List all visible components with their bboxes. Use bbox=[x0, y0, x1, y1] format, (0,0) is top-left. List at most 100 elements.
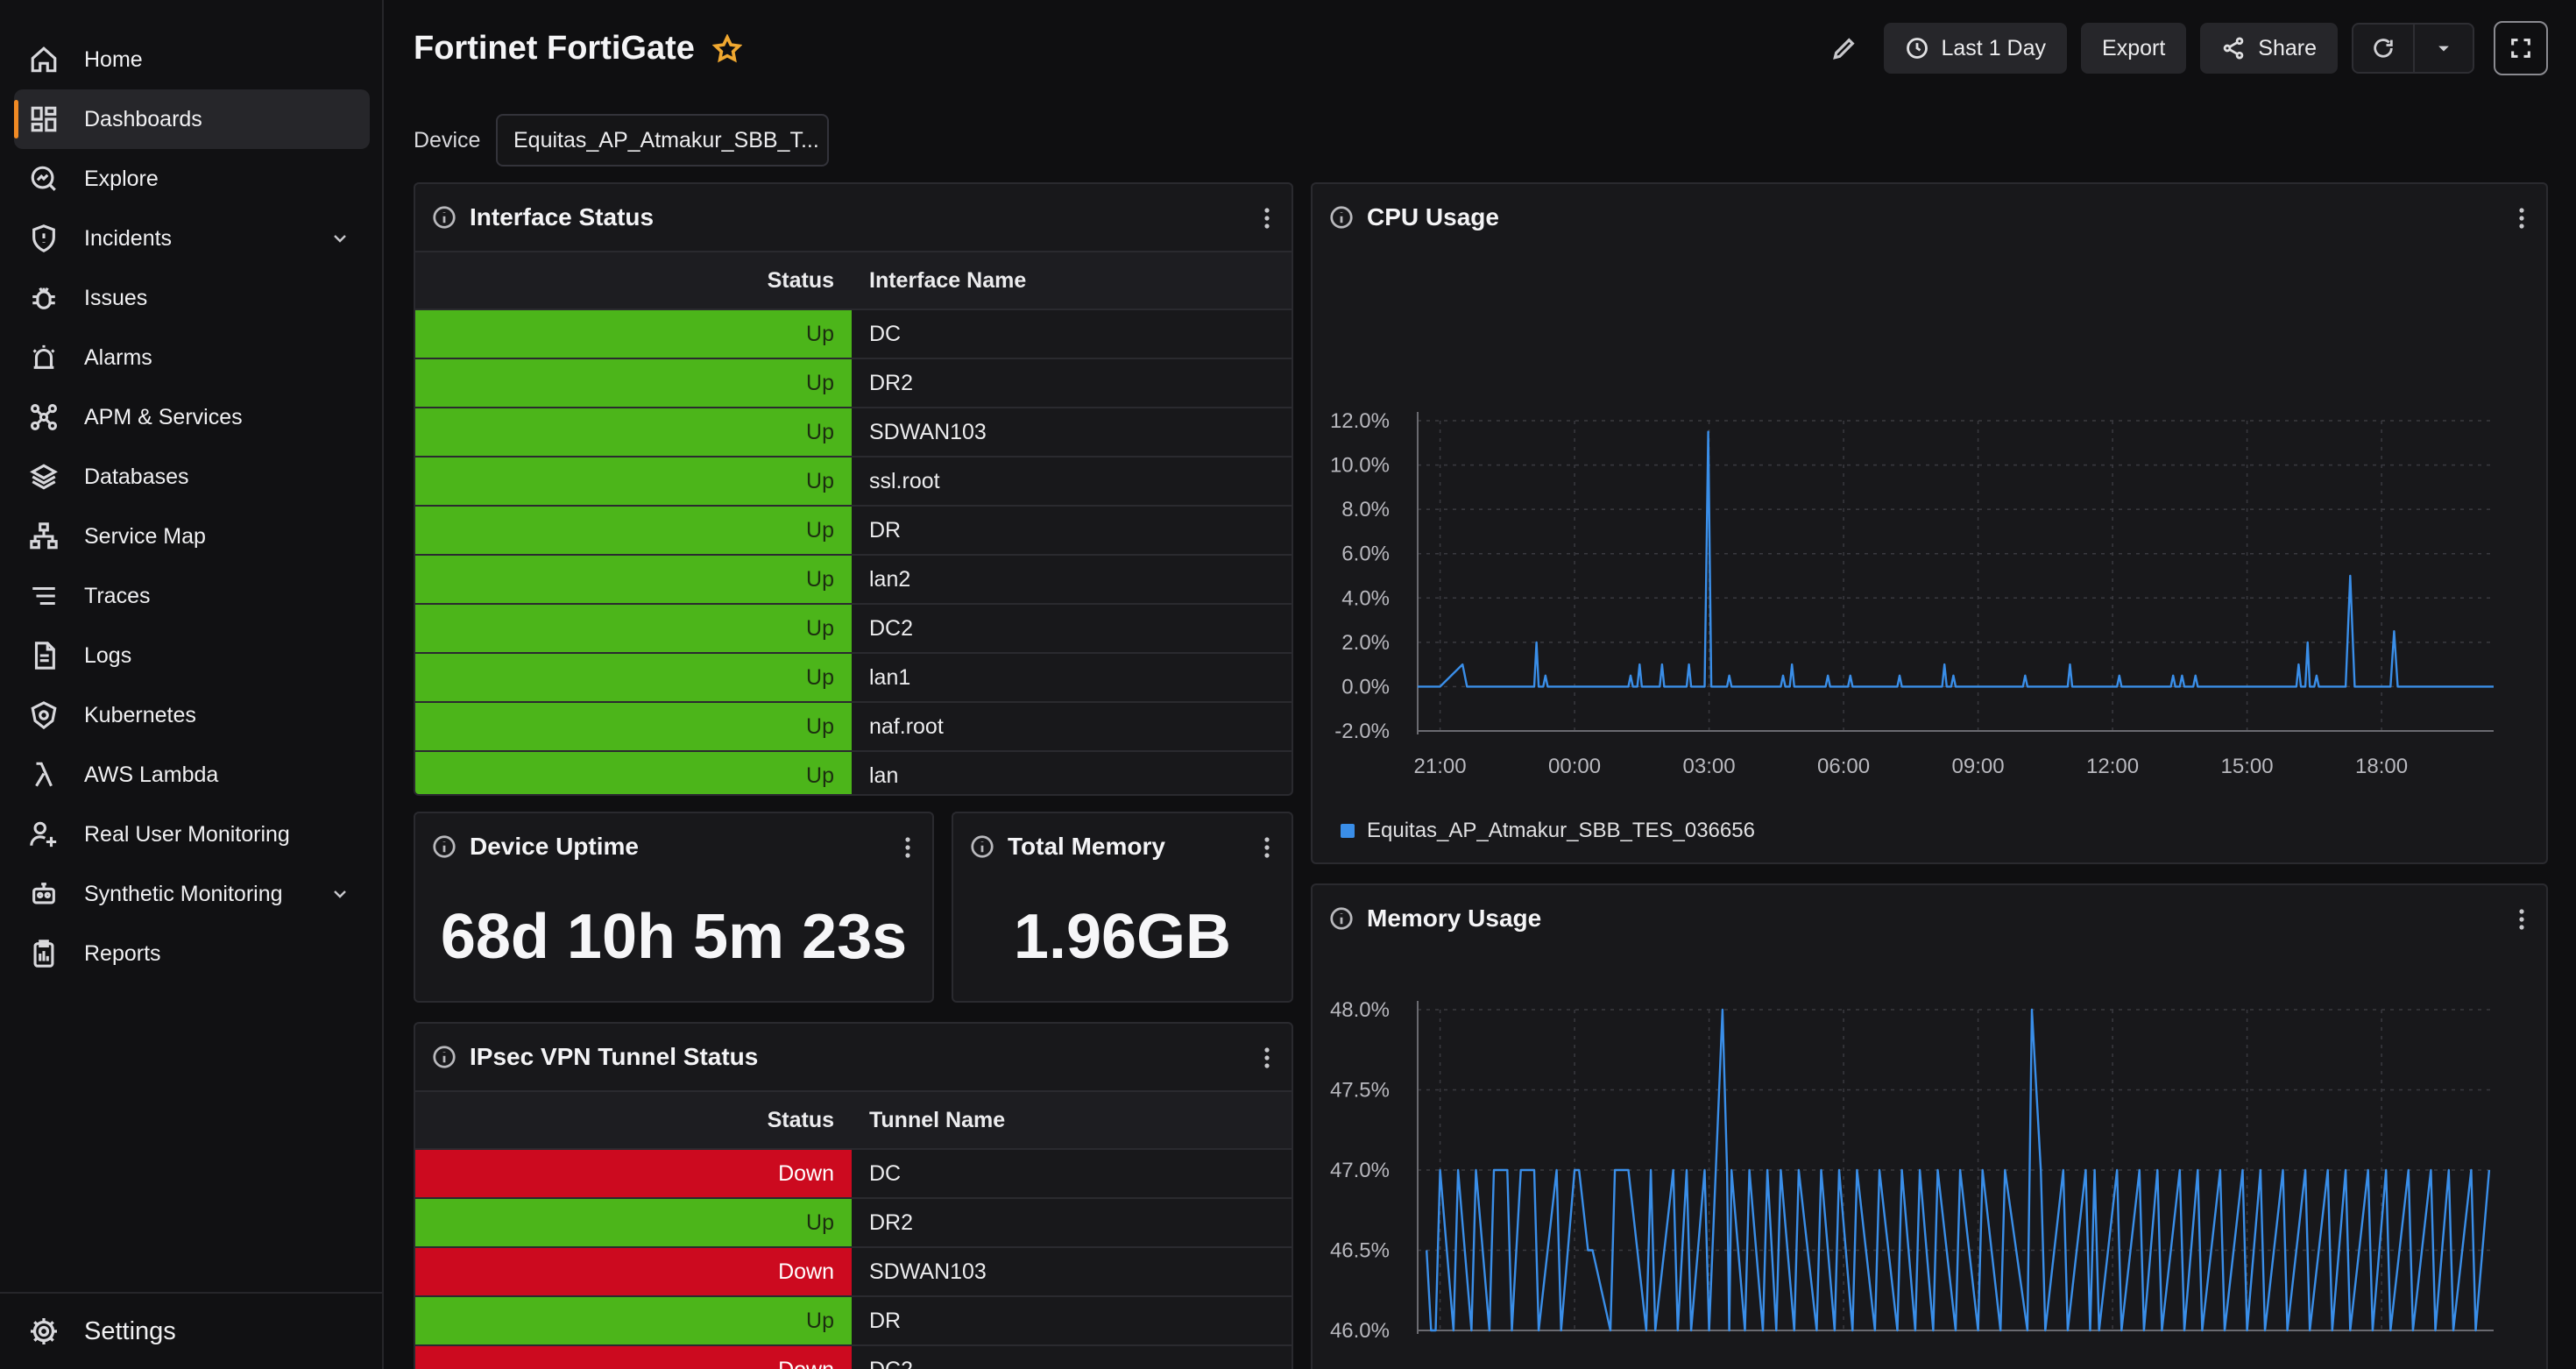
series-line[interactable] bbox=[1418, 430, 2494, 688]
share-button[interactable]: Share bbox=[2200, 23, 2338, 74]
table-row[interactable]: Up SDWAN103 bbox=[415, 407, 1292, 457]
sidebar-item-service-map[interactable]: Service Map bbox=[14, 507, 370, 566]
robot-icon bbox=[28, 878, 60, 910]
device-select[interactable]: Equitas_AP_Atmakur_SBB_T... bbox=[496, 114, 829, 167]
table-row[interactable]: Up lan2 bbox=[415, 554, 1292, 604]
info-icon[interactable] bbox=[1328, 204, 1355, 231]
sidebar-item-dashboards[interactable]: Dashboards bbox=[14, 89, 370, 149]
x-tick-label: 18:00 bbox=[2355, 755, 2408, 778]
kebab-menu-icon[interactable] bbox=[2513, 906, 2530, 933]
table-row[interactable]: Up naf.root bbox=[415, 701, 1292, 751]
kebab-menu-icon[interactable] bbox=[1258, 834, 1276, 861]
sidebar-item-databases[interactable]: Databases bbox=[14, 447, 370, 507]
sidebar-item-home[interactable]: Home bbox=[14, 30, 370, 89]
service-map-icon bbox=[28, 521, 60, 552]
name-cell: DR bbox=[852, 1295, 1292, 1345]
panel-title: IPsec VPN Tunnel Status bbox=[470, 1043, 759, 1070]
table-row[interactable]: Up DC2 bbox=[415, 603, 1292, 653]
kebab-menu-icon[interactable] bbox=[899, 834, 916, 861]
column-header-tunnel-name[interactable]: Tunnel Name bbox=[852, 1090, 1292, 1149]
sidebar-item-traces[interactable]: Traces bbox=[14, 566, 370, 626]
table-row[interactable]: DownDC2 bbox=[415, 1344, 1292, 1369]
table-row[interactable]: Up DR2 bbox=[415, 1197, 1292, 1247]
kubernetes-icon bbox=[28, 699, 60, 731]
sidebar-item-apm-services[interactable]: APM & Services bbox=[14, 387, 370, 447]
column-header-status[interactable]: Status bbox=[415, 251, 852, 309]
table-row[interactable]: Up DR2 bbox=[415, 358, 1292, 408]
sidebar: Home Dashboards Explore Incidents Issues Alar… bbox=[0, 0, 384, 1369]
sidebar-item-label: Kubernetes bbox=[84, 702, 196, 727]
cpu-usage-chart[interactable]: -2.0% 0.0% 2.0% 4.0% 6.0% 8.0% 10.0% 12.0% 21:00… bbox=[1313, 251, 2548, 812]
chevron-down-icon[interactable] bbox=[329, 228, 350, 249]
table-row[interactable]: Up DR bbox=[415, 505, 1292, 555]
table-row[interactable]: Up ssl.root bbox=[415, 456, 1292, 506]
page-title: Fortinet FortiGate bbox=[414, 30, 743, 67]
edit-button[interactable] bbox=[1819, 23, 1870, 74]
column-header-interface-name[interactable]: Interface Name bbox=[852, 251, 1292, 309]
name-cell: lan2 bbox=[852, 554, 1292, 604]
status-cell: Down bbox=[415, 1246, 852, 1296]
sidebar-item-reports[interactable]: Reports bbox=[14, 924, 370, 983]
panel-header: Memory Usage bbox=[1313, 885, 2546, 952]
cpu-legend[interactable]: Equitas_AP_Atmakur_SBB_TES_036656 bbox=[1341, 819, 1755, 843]
sidebar-item-aws-lambda[interactable]: AWS Lambda bbox=[14, 745, 370, 805]
sidebar-item-synthetic-monitoring[interactable]: Synthetic Monitoring bbox=[14, 864, 370, 924]
explore-icon bbox=[28, 163, 60, 195]
info-icon[interactable] bbox=[1328, 905, 1355, 932]
time-range-label: Last 1 Day bbox=[1941, 35, 2047, 60]
name-cell: DC bbox=[852, 309, 1292, 358]
shield-icon bbox=[28, 223, 60, 254]
sidebar-item-label: Explore bbox=[84, 166, 159, 191]
info-icon[interactable] bbox=[431, 204, 457, 231]
status-cell: Down bbox=[415, 1148, 852, 1198]
status-cell: Up bbox=[415, 554, 852, 604]
table-row[interactable]: Up lan1 bbox=[415, 652, 1292, 702]
sidebar-item-issues[interactable]: Issues bbox=[14, 268, 370, 328]
sidebar-item-explore[interactable]: Explore bbox=[14, 149, 370, 209]
table-row[interactable]: Down SDWAN103 bbox=[415, 1246, 1292, 1296]
total-memory-panel: Total Memory 1.96GB bbox=[952, 812, 1293, 1003]
logs-icon bbox=[28, 640, 60, 671]
info-icon[interactable] bbox=[431, 833, 457, 860]
legend-label: Equitas_AP_Atmakur_SBB_TES_036656 bbox=[1367, 819, 1755, 842]
kebab-menu-icon[interactable] bbox=[2513, 205, 2530, 231]
memory-usage-chart[interactable]: 46.0% 46.5% 47.0% 47.5% 48.0% bbox=[1313, 952, 2548, 1369]
kebab-menu-icon[interactable] bbox=[1258, 205, 1276, 231]
sidebar-item-label: Issues bbox=[84, 285, 148, 310]
clock-icon bbox=[1906, 38, 1928, 59]
y-tick-label: 8.0% bbox=[1341, 498, 1390, 521]
sidebar-item-label: AWS Lambda bbox=[84, 762, 219, 787]
traces-icon bbox=[28, 580, 60, 612]
refresh-dropdown-button[interactable] bbox=[2413, 25, 2473, 72]
time-range-button[interactable]: Last 1 Day bbox=[1883, 23, 2068, 74]
column-header-status[interactable]: Status bbox=[415, 1090, 852, 1149]
sidebar-item-logs[interactable]: Logs bbox=[14, 626, 370, 685]
table-row[interactable]: Down DC bbox=[415, 1148, 1292, 1198]
alarm-icon bbox=[28, 342, 60, 373]
interface-status-table: Status Interface Name Up DC Up DR2 Up SDWAN10… bbox=[415, 251, 1292, 794]
info-icon[interactable] bbox=[969, 833, 995, 860]
settings-item[interactable]: Settings bbox=[0, 1292, 384, 1369]
fullscreen-icon bbox=[2511, 39, 2530, 58]
table-row[interactable]: Up DR bbox=[415, 1295, 1292, 1345]
y-tick-label: 10.0% bbox=[1330, 454, 1390, 478]
fullscreen-button[interactable] bbox=[2494, 21, 2548, 75]
table-row[interactable]: Up DC bbox=[415, 309, 1292, 358]
export-button[interactable]: Export bbox=[2081, 23, 2187, 74]
device-uptime-panel: Device Uptime 68d 10h 5m 23s bbox=[414, 812, 934, 1003]
table-row[interactable]: Up lan bbox=[415, 750, 1292, 794]
refresh-button[interactable] bbox=[2353, 25, 2413, 72]
sidebar-item-kubernetes[interactable]: Kubernetes bbox=[14, 685, 370, 745]
star-icon[interactable] bbox=[711, 32, 743, 64]
status-cell: Up bbox=[415, 603, 852, 653]
info-icon[interactable] bbox=[431, 1044, 457, 1070]
sidebar-item-real-user-monitoring[interactable]: Real User Monitoring bbox=[14, 805, 370, 864]
pencil-icon bbox=[1832, 38, 1855, 60]
name-cell: DR2 bbox=[852, 358, 1292, 408]
series-line[interactable] bbox=[1426, 1008, 2491, 1332]
chevron-down-icon[interactable] bbox=[329, 883, 350, 904]
kebab-menu-icon[interactable] bbox=[1258, 1045, 1276, 1071]
sidebar-item-label: Reports bbox=[84, 940, 161, 966]
sidebar-item-incidents[interactable]: Incidents bbox=[14, 209, 370, 268]
sidebar-item-alarms[interactable]: Alarms bbox=[14, 328, 370, 387]
